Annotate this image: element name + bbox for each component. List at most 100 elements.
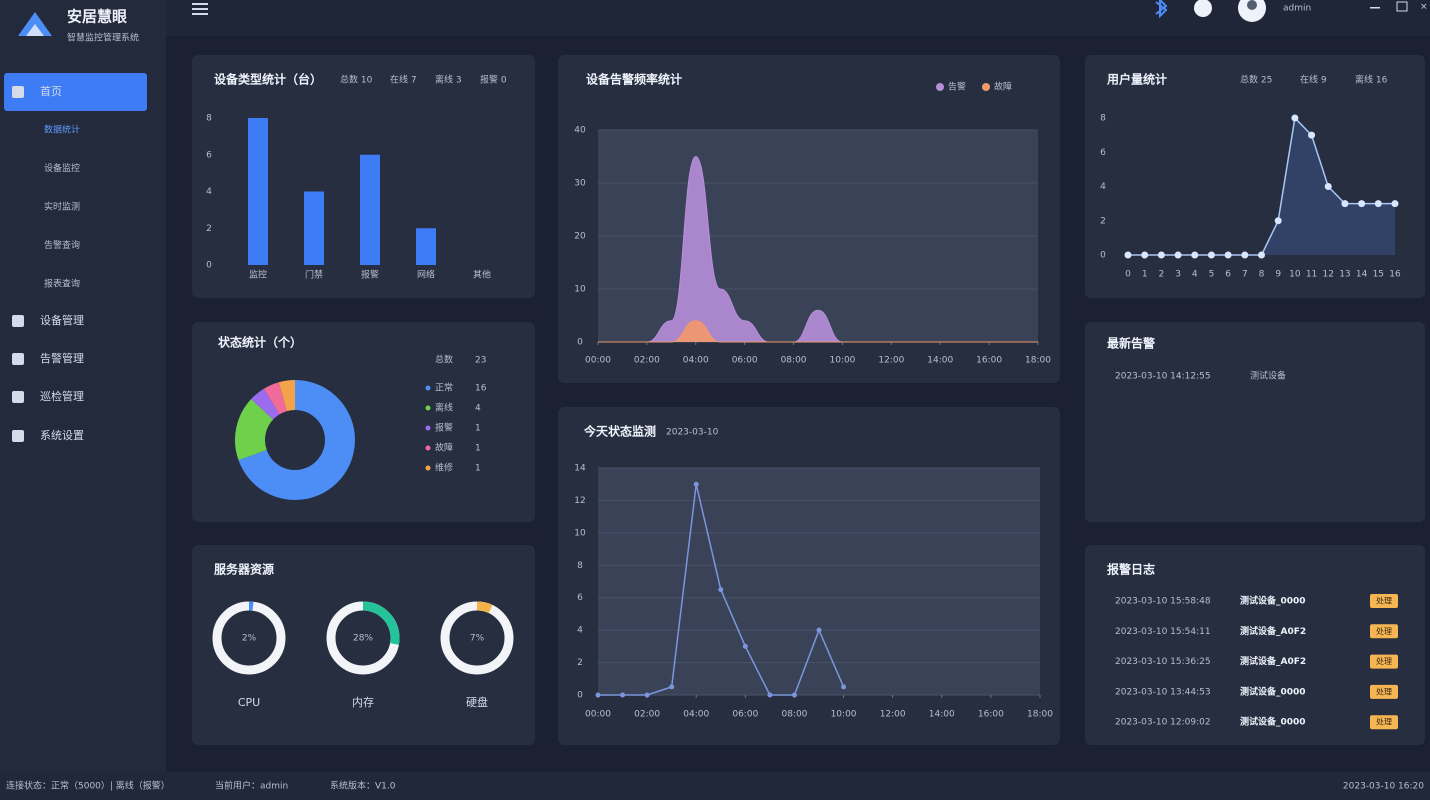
- plot-area: [598, 468, 1040, 695]
- y-tick-label: 0: [1100, 251, 1106, 261]
- log-action[interactable]: 处理: [1376, 686, 1392, 696]
- y-tick-label: 6: [1100, 148, 1106, 158]
- donut-segment: [278, 380, 296, 412]
- help-icon[interactable]: [1194, 0, 1212, 17]
- y-tick-label: 4: [206, 187, 212, 197]
- legend-value: 16: [475, 384, 487, 394]
- alert-time: 2023-03-10 14:12:55: [1115, 372, 1211, 382]
- legend-label[interactable]: 告警: [948, 81, 966, 93]
- y-tick-label: 20: [574, 232, 586, 242]
- close-button[interactable]: ✕: [1420, 3, 1428, 13]
- x-tick-label: 2: [1159, 270, 1165, 280]
- y-tick-label: 8: [577, 561, 583, 571]
- point: [816, 627, 822, 633]
- panel-title: 服务器资源: [214, 562, 274, 577]
- menu-active: [4, 73, 147, 111]
- menu-bar: [192, 3, 208, 5]
- menu-item[interactable]: 告警管理: [40, 351, 84, 365]
- panel-stat: 总数 10: [340, 74, 373, 86]
- gauge-arc: [362, 601, 400, 645]
- legend-label: 正常: [435, 382, 453, 394]
- footer-item: 当前用户：admin: [215, 780, 288, 792]
- panel-stat: 报警 0: [480, 74, 507, 86]
- x-tick-label: 11: [1306, 270, 1317, 280]
- log-action[interactable]: 处理: [1376, 656, 1392, 666]
- menu-item[interactable]: 系统设置: [40, 429, 84, 442]
- panel-title: 报警日志: [1107, 562, 1155, 577]
- x-tick-label: 门禁: [305, 269, 323, 281]
- log-time: 2023-03-10 12:09:02: [1115, 718, 1211, 728]
- submenu-item[interactable]: 报表查询: [44, 278, 80, 290]
- y-tick-label: 30: [574, 179, 586, 189]
- point: [1174, 251, 1182, 259]
- donut-segment: [263, 382, 288, 415]
- legend-swatch: [425, 385, 431, 391]
- submenu-item[interactable]: 数据统计: [44, 124, 80, 136]
- log-action-button[interactable]: [1370, 684, 1398, 699]
- point: [644, 692, 650, 698]
- log-time: 2023-03-10 15:54:11: [1115, 627, 1211, 637]
- menu-toggle[interactable]: [192, 3, 208, 15]
- gauge-value: 7%: [470, 634, 485, 644]
- x-tick-label: 04:00: [683, 356, 709, 366]
- point: [1258, 251, 1265, 259]
- panel-stat: 在线 7: [390, 74, 417, 86]
- y-tick-label: 0: [206, 261, 212, 271]
- log-action[interactable]: 处理: [1376, 626, 1392, 636]
- bar: [416, 228, 436, 265]
- point: [1241, 251, 1249, 259]
- donut-segment: [251, 388, 280, 420]
- minimize-button[interactable]: [1370, 7, 1380, 9]
- legend-label: 报警: [435, 422, 453, 434]
- total-value: 23: [475, 356, 486, 366]
- topbar: [166, 0, 1430, 36]
- menu-icon: [12, 315, 24, 327]
- submenu-item[interactable]: 实时监测: [44, 201, 80, 213]
- x-tick-label: 3: [1175, 270, 1181, 280]
- log-action-button[interactable]: [1370, 715, 1398, 730]
- legend-label[interactable]: 故障: [994, 81, 1012, 93]
- point: [1207, 251, 1215, 259]
- point: [1358, 200, 1366, 208]
- log-action[interactable]: 处理: [1376, 596, 1392, 606]
- panel-stat: 离线 3: [435, 74, 462, 86]
- legend-label: 离线: [435, 402, 453, 414]
- legend-label: 故障: [435, 442, 453, 454]
- username[interactable]: admin: [1283, 4, 1311, 14]
- bar: [360, 154, 380, 265]
- log-action[interactable]: 处理: [1376, 717, 1392, 727]
- x-tick-label: 10: [1289, 270, 1301, 280]
- log-action-button[interactable]: [1370, 624, 1398, 639]
- legend-value: 1: [475, 424, 481, 434]
- panel: [192, 545, 535, 745]
- log-action-button[interactable]: [1370, 594, 1398, 608]
- x-tick-label: 08:00: [781, 356, 807, 366]
- log-action-button[interactable]: [1370, 654, 1398, 669]
- y-tick-label: 12: [574, 496, 585, 506]
- point: [1141, 251, 1149, 259]
- submenu-item[interactable]: 告警查询: [44, 239, 80, 251]
- x-tick-label: 12:00: [880, 710, 906, 720]
- maximize-button[interactable]: [1396, 1, 1408, 12]
- log-time: 2023-03-10 13:44:53: [1115, 687, 1211, 697]
- legend-swatch: [425, 425, 431, 431]
- submenu-item[interactable]: 设备监控: [44, 162, 80, 174]
- avatar[interactable]: [1238, 0, 1266, 22]
- panel: [1085, 322, 1425, 522]
- menu-item[interactable]: 设备管理: [40, 313, 84, 327]
- x-tick-label: 18:00: [1027, 710, 1053, 720]
- x-tick-label: 9: [1275, 270, 1281, 280]
- menu-item[interactable]: 首页: [40, 84, 62, 98]
- x-tick-label: 18:00: [1025, 356, 1051, 366]
- x-tick-label: 08:00: [781, 710, 807, 720]
- menu-item[interactable]: 巡检管理: [40, 389, 84, 403]
- y-tick-label: 8: [206, 114, 212, 124]
- point: [718, 587, 724, 593]
- gauge-arc: [476, 601, 493, 614]
- x-tick-label: 5: [1209, 270, 1215, 280]
- x-tick-label: 06:00: [732, 710, 758, 720]
- x-tick-label: 14: [1356, 270, 1368, 280]
- bluetooth-icon[interactable]: [1155, 0, 1168, 19]
- x-tick-label: 7: [1242, 270, 1248, 280]
- gauge-label: CPU: [238, 696, 260, 709]
